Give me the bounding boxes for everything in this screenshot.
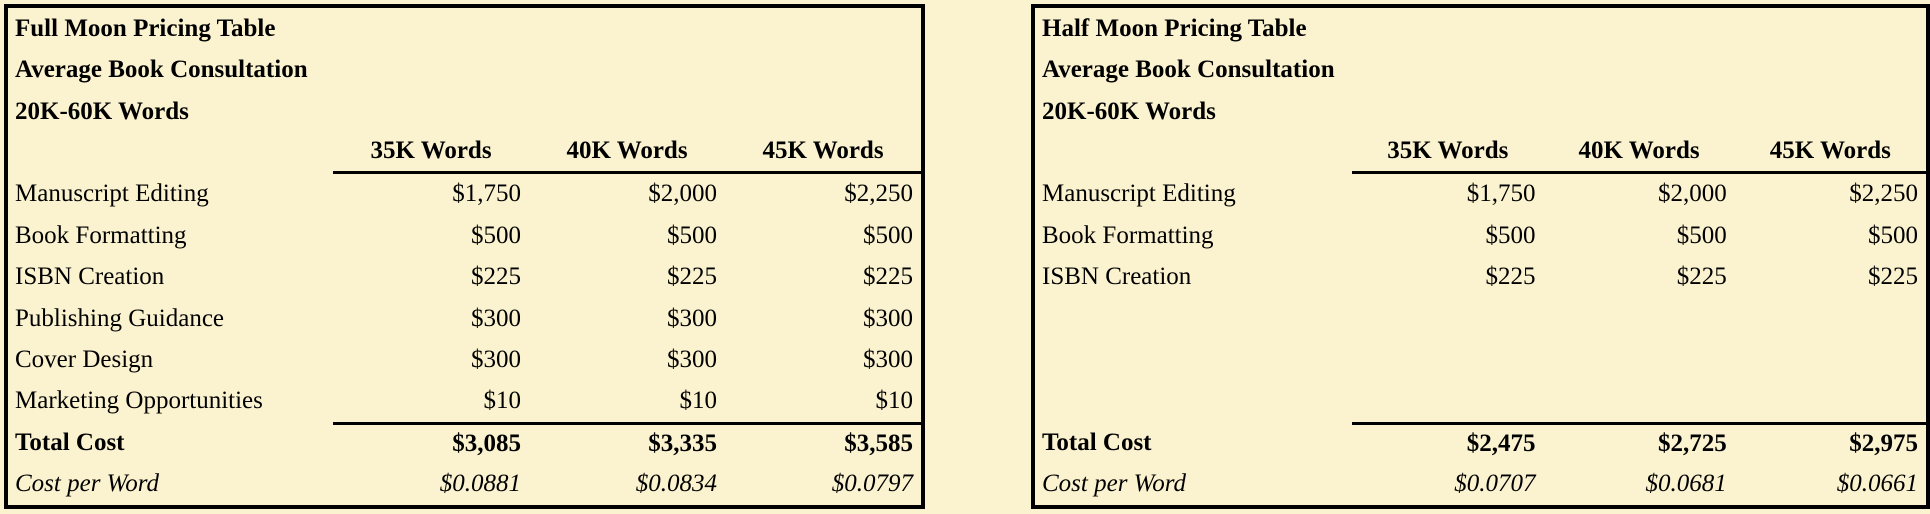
cell-value: $500 [1867,221,1918,249]
cell-value: $225 [667,263,717,291]
cell-value: $300 [863,304,913,332]
cell-value: $2,000 [648,180,717,208]
cell-value: $500 [1485,221,1536,249]
column-header-40k: 40K Words [1543,132,1735,174]
cell-value: $300 [471,346,521,374]
cell-value: $500 [667,221,717,249]
row-label: Marketing Opportunities [15,387,263,415]
cost-per-word-value: $0.0681 [1645,470,1727,498]
row-label: Book Formatting [1042,221,1214,249]
row-label: Cover Design [15,346,154,374]
column-header-35k: 35K Words [1352,132,1544,174]
table-title: Full Moon Pricing Table [15,14,276,42]
column-header-40k: 40K Words [529,132,725,174]
row-label: Publishing Guidance [15,304,225,332]
header-spacer-cell [8,132,333,173]
cell-value: $500 [863,221,913,249]
cell-value: $10 [483,387,522,415]
table-word-range: 20K-60K Words [1042,97,1216,125]
cell-value: $10 [875,387,914,415]
total-row-label: Total Cost [15,428,125,456]
cell-value: $225 [1867,263,1918,291]
table-title: Half Moon Pricing Table [1042,14,1307,42]
cell-value: $1,750 [452,180,521,208]
cell-value: $300 [667,304,717,332]
table-subtitle: Average Book Consultation [15,56,308,84]
column-header-45k: 45K Words [1734,132,1926,174]
total-cell-value: $3,085 [333,422,529,463]
cell-value: $500 [1676,221,1727,249]
header-spacer-cell [1035,132,1352,173]
table-subtitle: Average Book Consultation [1042,56,1335,84]
total-cell-value: $2,475 [1352,422,1544,463]
total-cell-value: $2,975 [1734,422,1926,463]
cell-value: $225 [471,263,521,291]
cell-value: $2,000 [1657,180,1727,208]
table-word-range: 20K-60K Words [15,97,189,125]
row-label: Manuscript Editing [1042,180,1236,208]
cell-value: $225 [1676,263,1727,291]
cell-value: $2,250 [1849,180,1918,208]
column-header-45k: 45K Words [725,132,921,174]
row-label: ISBN Creation [15,263,165,291]
cell-value: $225 [863,263,913,291]
cost-per-word-label: Cost per Word [1042,470,1187,498]
cost-per-word-value: $0.0881 [439,470,521,498]
row-label: ISBN Creation [1042,263,1192,291]
column-header-35k: 35K Words [333,132,529,174]
total-cell-value: $3,335 [529,422,725,463]
total-row-label: Total Cost [1042,428,1152,456]
total-cell-value: $3,585 [725,422,921,463]
cell-value: $300 [667,346,717,374]
cost-per-word-label: Cost per Word [15,470,160,498]
cell-value: $225 [1485,263,1536,291]
pricing-table-half-moon: Half Moon Pricing Table Average Book Con… [1031,4,1930,509]
cell-value: $300 [863,346,913,374]
cell-value: $10 [679,387,718,415]
cost-per-word-value: $0.0797 [831,470,913,498]
cell-value: $500 [471,221,521,249]
cost-per-word-value: $0.0707 [1454,470,1536,498]
cell-value: $300 [471,304,521,332]
cell-value: $1,750 [1466,180,1536,208]
total-cell-value: $2,725 [1543,422,1735,463]
row-label: Book Formatting [15,221,187,249]
cell-value: $2,250 [844,180,913,208]
pricing-table-full-moon: Full Moon Pricing Table Average Book Con… [4,4,925,509]
cost-per-word-value: $0.0834 [635,470,717,498]
row-label: Manuscript Editing [15,180,209,208]
cost-per-word-value: $0.0661 [1836,470,1918,498]
empty-rows-spacer [1035,298,1926,422]
